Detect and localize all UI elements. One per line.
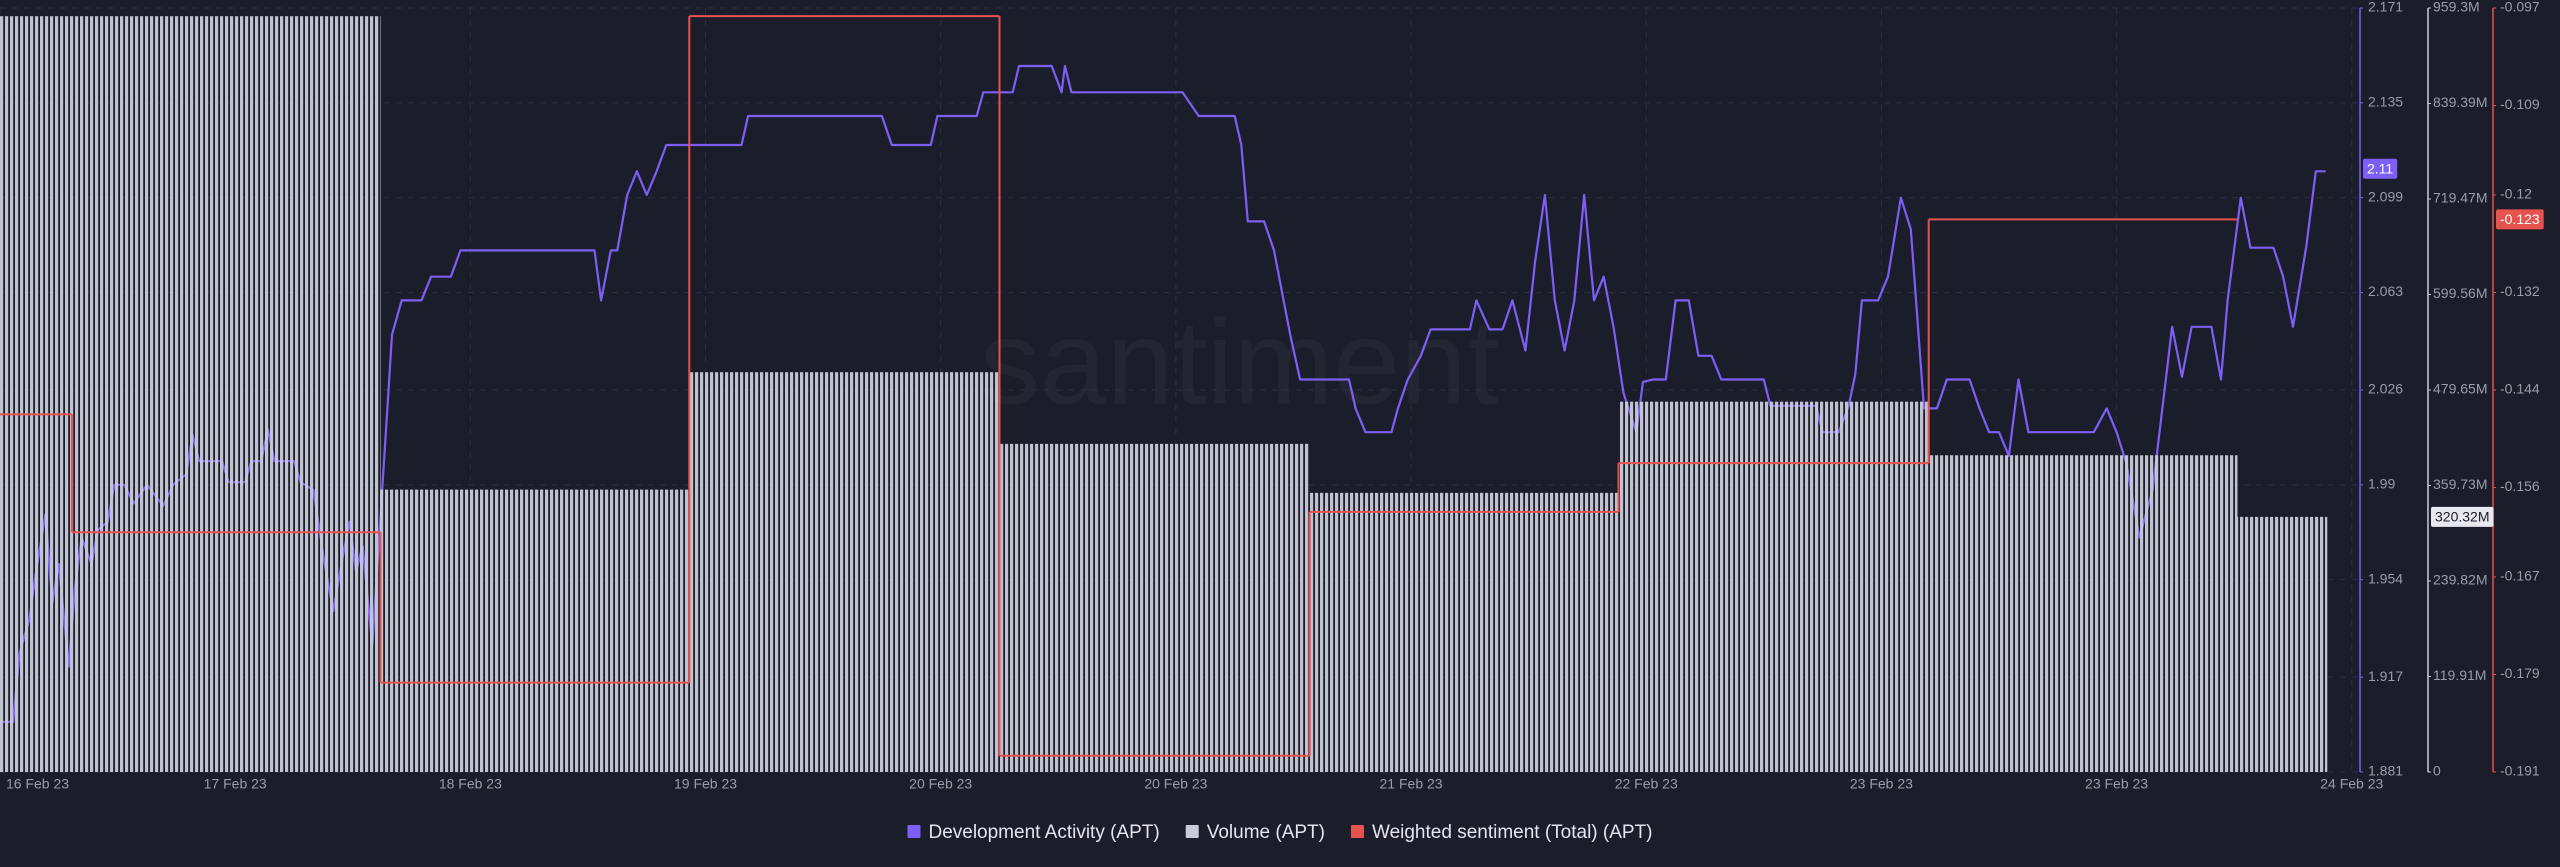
volume-bar	[1618, 401, 1929, 772]
x-tick-label: 20 Feb 23	[909, 776, 972, 792]
y-tick-label: 2.135	[2368, 94, 2403, 110]
x-tick-label: 16 Feb 23	[6, 776, 69, 792]
x-tick-label: 19 Feb 23	[674, 776, 737, 792]
legend-swatch	[1185, 825, 1199, 838]
volume-bar	[1928, 455, 2238, 772]
y-tick-label: -0.144	[2500, 381, 2540, 397]
y-tick-label: 119.91M	[2433, 667, 2486, 683]
x-tick-label: 23 Feb 23	[1850, 776, 1913, 792]
y-tick-label: 2.171	[2368, 0, 2403, 15]
y-tick-label: 239.82M	[2433, 572, 2487, 588]
value-badge	[2431, 506, 2494, 527]
x-tick-label: 20 Feb 23	[1144, 776, 1207, 792]
y-tick-label: 1.917	[2368, 668, 2403, 684]
volume-bar	[1309, 492, 1619, 772]
y-tick-label: -0.167	[2500, 568, 2540, 584]
y-tick-label: 2.026	[2368, 381, 2403, 397]
legend-swatch	[907, 825, 921, 838]
y-tick-label: 719.47M	[2433, 190, 2487, 206]
x-tick-label: 23 Feb 23	[2085, 776, 2148, 792]
y-tick-label: -0.097	[2500, 0, 2540, 15]
y-tick-label: -0.179	[2500, 665, 2540, 681]
legend-swatch	[1350, 825, 1364, 838]
watermark: santiment	[980, 296, 1500, 430]
y-tick-label: 2.099	[2368, 188, 2403, 204]
y-tick-label: 1.954	[2368, 570, 2403, 586]
y-tick-label: -0.132	[2500, 283, 2540, 299]
y-tick-label: 2.063	[2368, 283, 2403, 299]
y-tick-label: 479.65M	[2433, 381, 2487, 397]
x-tick-label: 22 Feb 23	[1615, 776, 1678, 792]
x-tick-label: 17 Feb 23	[204, 776, 267, 792]
y-tick-label: 599.56M	[2433, 285, 2487, 301]
y-tick-label: 839.39M	[2433, 94, 2487, 110]
volume-bar	[999, 443, 1310, 772]
value-badge-label: -0.123	[2500, 211, 2540, 227]
value-badge	[2363, 158, 2398, 179]
value-badge	[2496, 209, 2544, 230]
volume-bar	[0, 16, 381, 772]
y-tick-label: -0.156	[2500, 478, 2540, 494]
volume-bar	[689, 372, 1000, 772]
value-badge-label: 320.32M	[2435, 509, 2489, 525]
legend-label: Weighted sentiment (Total) (APT)	[1372, 822, 1653, 843]
y-tick-label: -0.191	[2500, 763, 2540, 779]
legend-label: Development Activity (APT)	[928, 822, 1159, 843]
legend-label: Volume (APT)	[1207, 822, 1325, 843]
y-tick-label: 1.881	[2368, 763, 2403, 779]
value-badge-label: 2.11	[2367, 160, 2393, 176]
x-tick-label: 24 Feb 23	[2320, 776, 2383, 792]
y-tick-label: 359.73M	[2433, 476, 2487, 492]
x-tick-label: 21 Feb 23	[1380, 776, 1443, 792]
y-tick-label: 959.3M	[2433, 0, 2480, 15]
y-tick-label: -0.109	[2500, 96, 2540, 112]
x-tick-label: 18 Feb 23	[439, 776, 502, 792]
y-tick-label: 1.99	[2368, 476, 2395, 492]
volume-bar	[2237, 516, 2328, 772]
y-tick-label: -0.12	[2500, 186, 2532, 202]
y-tick-label: 0	[2433, 763, 2441, 779]
volume-bar	[380, 489, 690, 772]
